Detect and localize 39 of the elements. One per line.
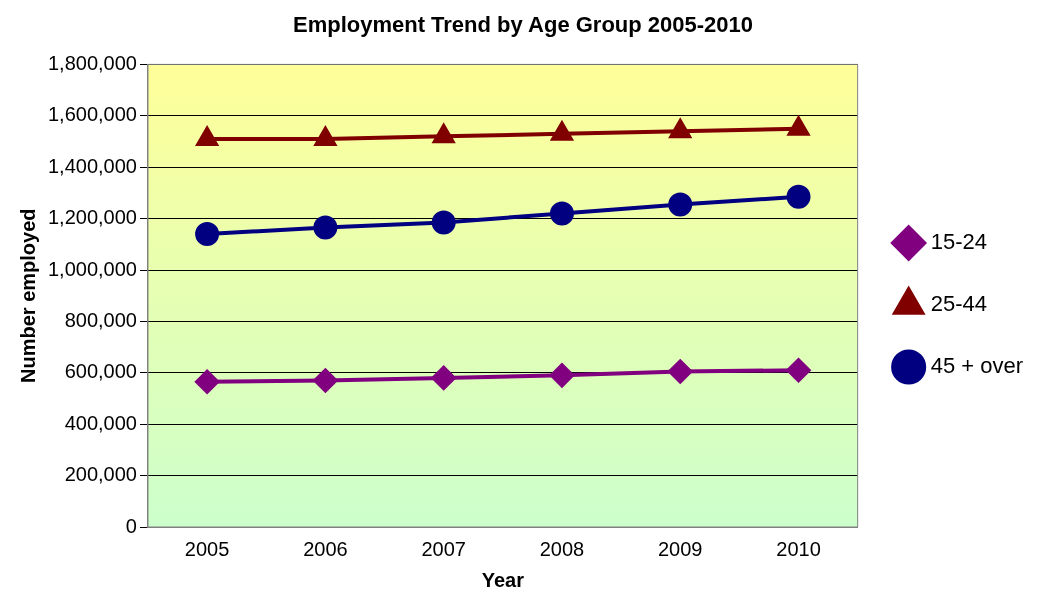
y-tick-label: 1,200,000 bbox=[47, 206, 137, 229]
y-tick-label: 1,000,000 bbox=[47, 257, 137, 280]
point bbox=[195, 222, 220, 247]
point bbox=[314, 126, 337, 146]
x-tick-label: 2008 bbox=[539, 537, 585, 560]
y-tick-label: 400,000 bbox=[64, 411, 137, 434]
x-axis-title: Year bbox=[481, 568, 525, 591]
point bbox=[313, 215, 338, 240]
y-axis-title: Number employed bbox=[16, 208, 39, 383]
y-tick-label: 800,000 bbox=[64, 308, 137, 331]
point bbox=[196, 126, 218, 146]
point bbox=[431, 210, 456, 235]
point bbox=[786, 358, 811, 383]
x-tick-label: 2010 bbox=[776, 537, 821, 560]
y-tick-label: 1,600,000 bbox=[47, 103, 137, 126]
y-tick-label: 0 bbox=[125, 514, 137, 537]
point bbox=[668, 359, 693, 384]
point bbox=[550, 119, 574, 141]
point bbox=[668, 192, 693, 217]
y-tick-label: 1,400,000 bbox=[47, 154, 137, 177]
y-tick-label: 200,000 bbox=[64, 463, 137, 486]
legend-label: 45 + over bbox=[930, 353, 1023, 379]
y-tick-label: 1,800,000 bbox=[47, 51, 137, 74]
legend-label: 25-44 bbox=[930, 291, 987, 317]
x-tick-label: 2006 bbox=[303, 537, 348, 560]
legend-label: 15-24 bbox=[930, 229, 987, 255]
point bbox=[549, 363, 574, 388]
point bbox=[313, 368, 338, 393]
point bbox=[786, 184, 811, 209]
x-tick-label: 2009 bbox=[657, 537, 703, 560]
point bbox=[431, 365, 456, 390]
x-tick-label: 2007 bbox=[421, 537, 466, 560]
x-tick-label: 2005 bbox=[184, 537, 230, 560]
point bbox=[549, 201, 574, 226]
point bbox=[433, 124, 455, 144]
point bbox=[195, 369, 220, 394]
chart-title: Employment Trend by Age Group 2005-2010 bbox=[292, 12, 754, 38]
point bbox=[669, 119, 691, 139]
y-tick-label: 600,000 bbox=[64, 360, 137, 383]
